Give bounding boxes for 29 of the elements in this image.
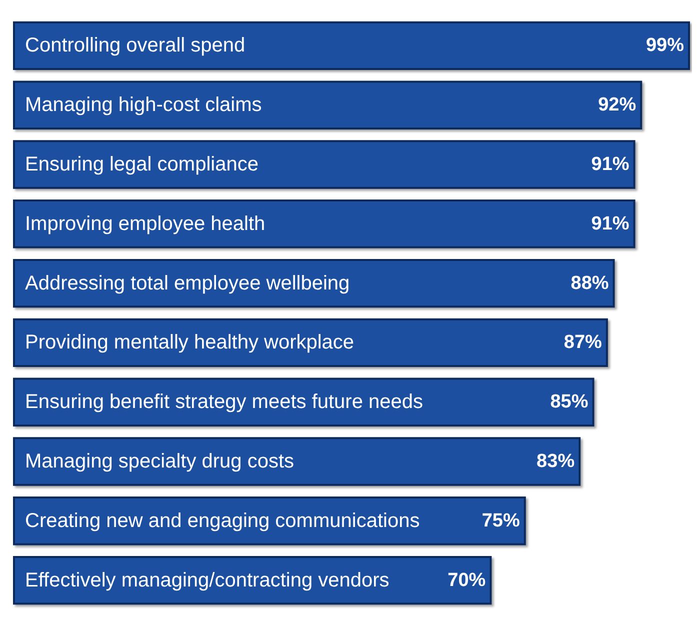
bar <box>13 318 608 368</box>
data-label: 85% <box>550 392 588 413</box>
bar <box>13 258 615 308</box>
y-tick-label: Improving employee health <box>25 212 266 235</box>
bar <box>13 496 526 546</box>
y-tick-label: Controlling overall spend <box>25 34 246 57</box>
data-label: 83% <box>536 451 575 472</box>
bar <box>13 21 690 70</box>
data-label: 70% <box>448 570 486 591</box>
y-tick-label: Managing specialty drug costs <box>25 450 294 472</box>
y-tick-label: Managing high-cost claims <box>25 94 262 116</box>
y-tick-label: Effectively managing/contracting vendors <box>25 569 390 592</box>
y-tick-label: Creating new and engaging communications <box>25 510 420 532</box>
data-label: 99% <box>646 35 684 56</box>
data-label: 75% <box>482 510 520 532</box>
bar <box>13 378 594 426</box>
y-tick-label: Addressing total employee wellbeing <box>25 272 350 294</box>
data-label: 88% <box>570 272 609 294</box>
data-label: 91% <box>591 154 630 175</box>
bar <box>13 80 642 130</box>
data-label: 92% <box>598 94 636 116</box>
bar <box>13 437 581 486</box>
y-tick-label: Providing mentally healthy workplace <box>25 332 354 354</box>
bar <box>13 200 636 248</box>
data-label: 91% <box>591 213 630 234</box>
y-tick-label: Ensuring benefit strategy meets future needs <box>25 391 424 414</box>
data-label: 87% <box>564 332 602 354</box>
y-tick-label: Ensuring legal compliance <box>25 154 258 176</box>
bar <box>13 140 636 189</box>
